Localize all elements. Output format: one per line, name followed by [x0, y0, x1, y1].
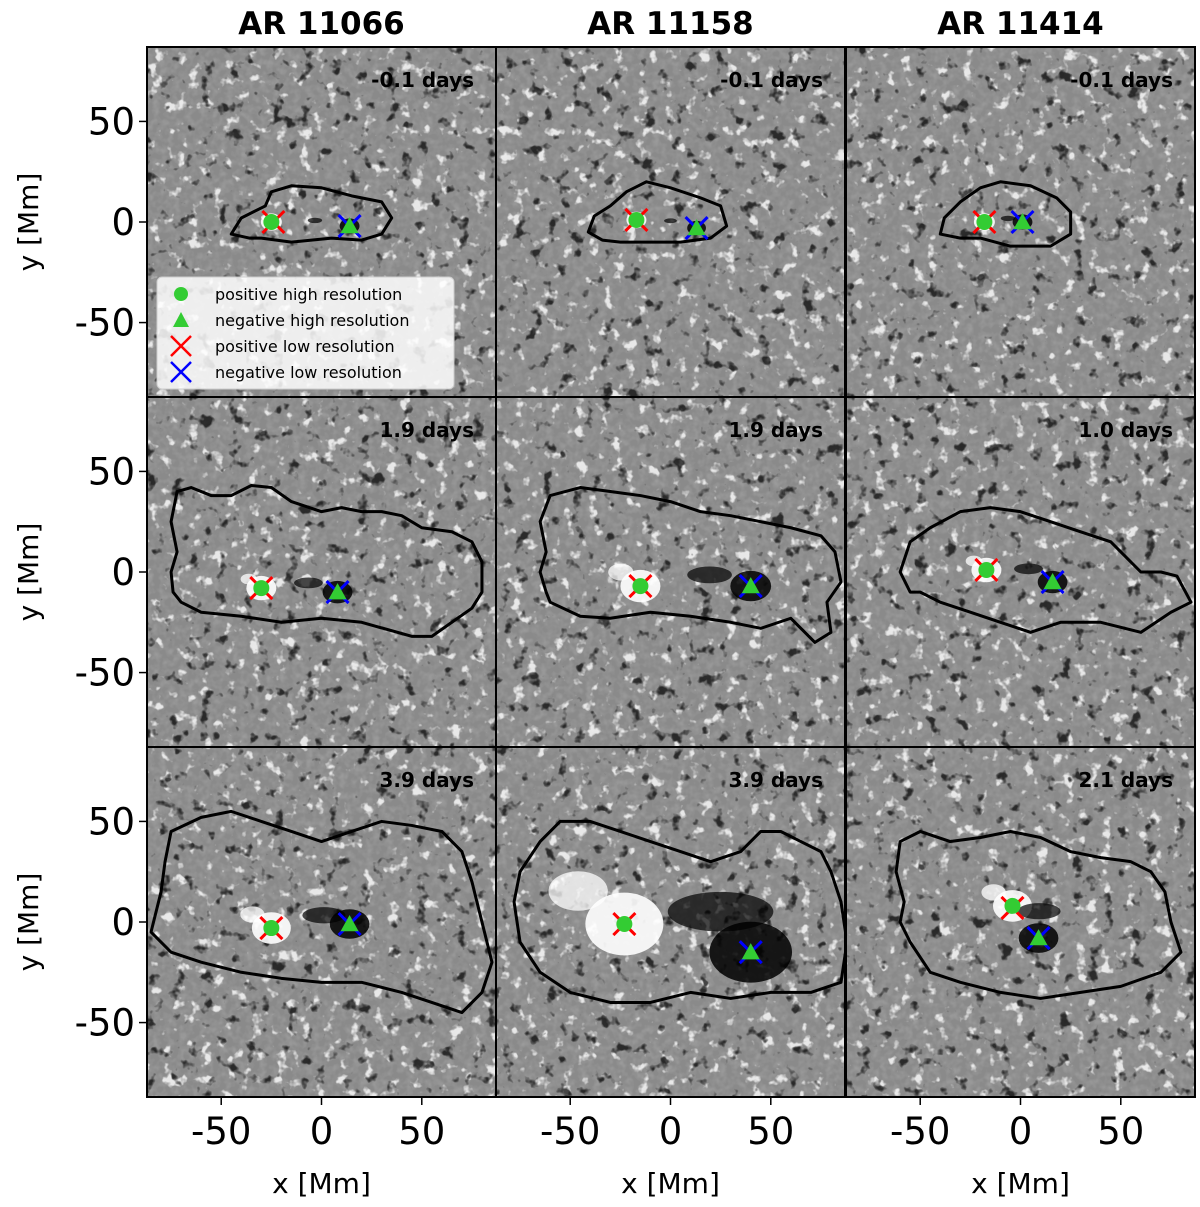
x-tick-label: -50: [890, 1110, 950, 1153]
x-tick-label: 50: [747, 1110, 794, 1153]
region-contour: [512, 819, 845, 1004]
region-contour: [894, 829, 1183, 1000]
time-label: 1.0 days: [1078, 418, 1173, 442]
negative-high-res-marker: [1013, 213, 1032, 230]
legend: positive high resolution negative high re…: [156, 276, 455, 390]
positive-high-res-marker: [976, 214, 993, 230]
y-tick-label: 0: [111, 551, 135, 594]
legend-item: positive low resolution: [170, 335, 395, 357]
negative-high-res-marker: [340, 217, 359, 234]
panel-2-1: 1.9 days 50 0 -50: [75, 396, 497, 748]
x-tick-label: 0: [310, 1110, 334, 1153]
panel-1-2: -0.1 days: [495, 46, 846, 398]
y-tick-label: 0: [111, 201, 135, 244]
region-contour: [149, 809, 494, 1015]
positive-high-res-marker: [616, 916, 633, 933]
y-tick-label: 50: [88, 450, 135, 493]
positive-high-res-marker: [253, 580, 270, 597]
positive-high-res-marker: [978, 561, 995, 578]
axes-labels: y [Mm] y [Mm] y [Mm] x [Mm] x [Mm] x [Mm]: [12, 173, 1070, 1200]
time-label: -0.1 days: [720, 68, 823, 92]
time-label: 1.9 days: [728, 418, 823, 442]
column-title-1: AR 11066: [238, 6, 405, 42]
negative-high-res-marker: [328, 583, 347, 600]
time-label: 3.9 days: [379, 768, 474, 792]
positive-high-res-marker: [632, 578, 649, 595]
time-label: 1.9 days: [379, 418, 474, 442]
y-axis-label: y [Mm]: [12, 523, 45, 622]
panel-2-2: 1.9 days: [495, 396, 846, 748]
x-axis-label: x [Mm]: [971, 1167, 1070, 1200]
panel-3-1: 3.9 days 50 0 -50 -50 0 50: [75, 746, 497, 1153]
y-axis-label: y [Mm]: [12, 173, 45, 272]
y-tick-label: 0: [111, 901, 135, 944]
positive-high-res-marker: [1004, 897, 1021, 914]
x-axis-label: x [Mm]: [621, 1167, 720, 1200]
region-contour: [229, 184, 394, 244]
negative-high-res-marker: [1029, 929, 1048, 946]
region-contour: [938, 180, 1073, 248]
negative-high-res-marker: [1043, 573, 1062, 590]
region-contour: [538, 486, 843, 644]
time-label: -0.1 days: [1070, 68, 1173, 92]
legend-item: negative low resolution: [170, 361, 402, 383]
x-axis-label: x [Mm]: [272, 1167, 371, 1200]
y-tick-label: -50: [75, 1002, 135, 1045]
x-tick-label: 50: [1097, 1110, 1144, 1153]
y-tick-label: 50: [88, 800, 135, 843]
x-tick-label: -50: [191, 1110, 251, 1153]
x-tick-label: 0: [659, 1110, 683, 1153]
y-tick-label: -50: [75, 652, 135, 695]
legend-label: positive high resolution: [215, 285, 402, 304]
x-tick-label: -50: [540, 1110, 600, 1153]
column-titles: AR 11066 AR 11158 AR 11414: [238, 6, 1104, 42]
panels: -0.1 days 50 0 -50 -0.1 days -0.1 days 1.9 day…: [75, 46, 1196, 1153]
positive-high-res-marker: [263, 920, 280, 937]
x-tick-label: 50: [398, 1110, 445, 1153]
legend-label: negative high resolution: [215, 311, 409, 330]
negative-high-res-marker: [687, 219, 706, 236]
positive-high-res-marker: [263, 214, 280, 230]
y-tick-label: 50: [88, 100, 135, 143]
legend-box: [156, 276, 455, 390]
negative-high-res-marker: [741, 577, 760, 594]
column-title-3: AR 11414: [937, 6, 1104, 42]
region-contour: [586, 180, 729, 244]
x-tick-label: 0: [1009, 1110, 1033, 1153]
time-label: -0.1 days: [371, 68, 474, 92]
panel-1-3: -0.1 days: [845, 46, 1196, 398]
column-title-2: AR 11158: [587, 6, 754, 42]
time-label: 3.9 days: [728, 768, 823, 792]
legend-item: positive high resolution: [174, 285, 402, 304]
region-contour: [169, 484, 484, 638]
positive-high-res-marker: [628, 211, 645, 228]
negative-high-res-marker: [340, 915, 359, 932]
panel-3-2: 3.9 days -50 0 50: [495, 746, 846, 1153]
panel-2-3: 1.0 days: [845, 396, 1196, 748]
legend-label: negative low resolution: [215, 363, 402, 382]
legend-item: negative high resolution: [173, 311, 409, 330]
y-tick-label: -50: [75, 302, 135, 345]
region-contour: [898, 506, 1193, 634]
y-axis-label: y [Mm]: [12, 873, 45, 972]
legend-label: positive low resolution: [215, 337, 395, 356]
panel-3-3: 2.1 days -50 0 50: [845, 746, 1196, 1153]
negative-high-res-marker: [741, 943, 760, 960]
time-label: 2.1 days: [1078, 768, 1173, 792]
